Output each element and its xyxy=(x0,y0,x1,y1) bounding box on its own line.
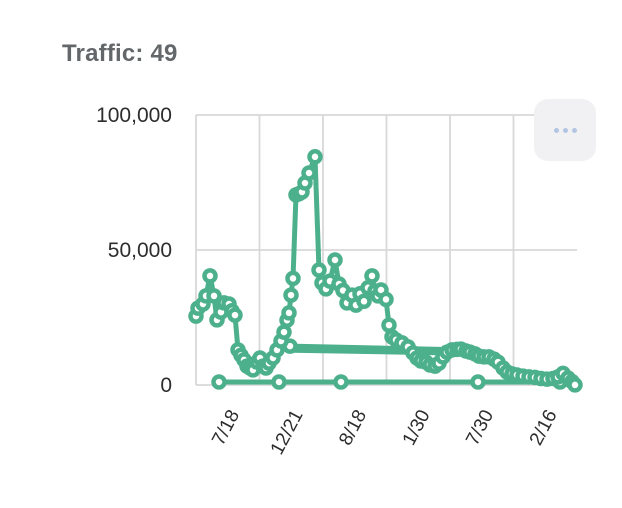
data-point-baseline[interactable] xyxy=(211,374,227,390)
data-point-traffic[interactable] xyxy=(283,287,299,303)
chart-title: Traffic: 49 xyxy=(62,40,178,67)
data-point-traffic[interactable] xyxy=(227,307,243,323)
data-point-traffic[interactable] xyxy=(285,270,301,287)
y-axis-tick-label: 100,000 xyxy=(96,104,172,127)
data-point-traffic[interactable] xyxy=(311,262,327,278)
data-point-traffic[interactable] xyxy=(567,377,583,393)
x-axis-tick-label: 2/16 xyxy=(526,406,562,449)
y-axis-tick-label: 0 xyxy=(160,374,172,397)
data-point-traffic[interactable] xyxy=(206,288,222,304)
data-point-traffic[interactable] xyxy=(301,165,317,181)
data-point-traffic[interactable] xyxy=(202,268,218,284)
x-axis-tick-label: 7/30 xyxy=(462,406,498,449)
x-axis-tick-label: 1/30 xyxy=(399,406,435,449)
data-point-baseline[interactable] xyxy=(470,374,486,390)
data-point-traffic[interactable] xyxy=(364,268,380,284)
data-point-traffic[interactable] xyxy=(281,305,297,321)
data-point-baseline[interactable] xyxy=(333,374,349,390)
x-axis-tick-label: 7/18 xyxy=(208,406,244,449)
x-axis-tick-label: 12/21 xyxy=(267,406,308,458)
data-point-traffic[interactable] xyxy=(381,317,397,333)
data-point-traffic[interactable] xyxy=(356,293,372,310)
series-line-flat-upper-1 xyxy=(287,343,455,353)
data-point-traffic[interactable] xyxy=(378,291,394,308)
ellipsis-icon xyxy=(553,127,577,133)
data-point-traffic[interactable] xyxy=(276,324,292,340)
data-point-traffic[interactable] xyxy=(327,252,343,268)
x-axis-tick-label: 8/18 xyxy=(335,406,371,449)
y-axis-tick-label: 50,000 xyxy=(108,239,172,262)
chart-menu-button[interactable] xyxy=(534,99,596,161)
data-point-baseline[interactable] xyxy=(271,374,287,390)
data-point-traffic[interactable] xyxy=(307,149,323,165)
